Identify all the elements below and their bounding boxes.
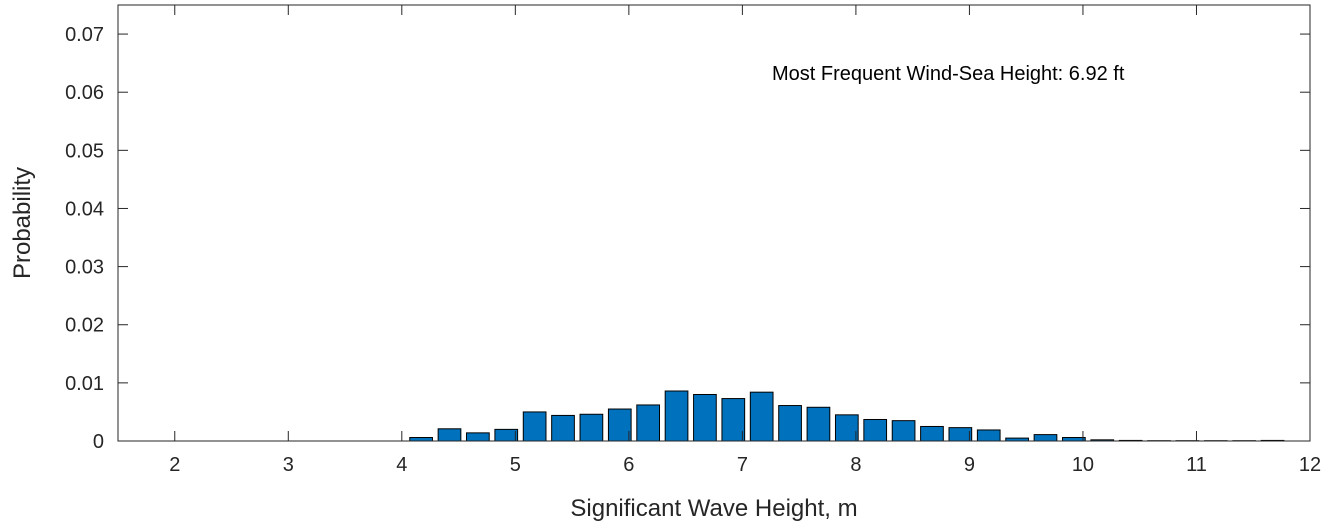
x-tick-label: 8 bbox=[850, 454, 861, 476]
y-tick-label: 0.04 bbox=[65, 198, 104, 220]
x-axis-ticks: 2 3 4 5 6 7 8 9 10 11 12 bbox=[169, 5, 1321, 476]
histogram-bar bbox=[1062, 437, 1086, 442]
y-tick-label: 0.07 bbox=[65, 24, 104, 46]
y-axis-label: Probability bbox=[9, 167, 36, 279]
histogram-bar bbox=[806, 406, 831, 442]
histogram-bar bbox=[607, 408, 632, 442]
y-axis-ticks: 0 0.01 0.02 0.03 0.04 0.05 0.06 0.07 bbox=[65, 24, 1310, 453]
histogram-bar bbox=[778, 405, 802, 442]
x-tick-label: 2 bbox=[169, 454, 180, 476]
histogram-bar bbox=[579, 413, 604, 442]
x-tick-label: 6 bbox=[623, 454, 634, 476]
histogram-bar bbox=[920, 425, 944, 442]
histogram-bar bbox=[721, 398, 746, 442]
histogram-bar bbox=[522, 411, 547, 442]
x-tick-label: 9 bbox=[964, 454, 975, 476]
bars-group bbox=[409, 390, 1285, 442]
y-tick-label: 0.02 bbox=[65, 315, 104, 337]
x-tick-label: 7 bbox=[737, 454, 748, 476]
x-tick-label: 5 bbox=[510, 454, 521, 476]
histogram-bar bbox=[409, 437, 433, 442]
histogram-bar bbox=[834, 414, 859, 442]
histogram-bar bbox=[976, 429, 1001, 442]
histogram-bar bbox=[863, 418, 888, 442]
y-tick-label: 0 bbox=[93, 431, 104, 453]
histogram-bar bbox=[1033, 434, 1058, 442]
most-frequent-annotation: Most Frequent Wind-Sea Height: 6.92 ft bbox=[772, 63, 1125, 85]
y-tick-label: 0.05 bbox=[65, 140, 104, 162]
x-axis-label: Significant Wave Height, m bbox=[570, 495, 857, 522]
plot-area-frame bbox=[117, 4, 1311, 442]
x-tick-label: 4 bbox=[396, 454, 407, 476]
x-tick-label: 12 bbox=[1299, 454, 1321, 476]
histogram-bar bbox=[466, 432, 490, 442]
x-tick-label: 3 bbox=[283, 454, 294, 476]
histogram-bar bbox=[437, 428, 462, 442]
histogram-bar bbox=[948, 427, 973, 442]
x-tick-label: 11 bbox=[1186, 454, 1207, 476]
x-tick-label: 10 bbox=[1072, 454, 1094, 476]
histogram-bar bbox=[693, 393, 717, 442]
histogram-bar bbox=[494, 428, 519, 442]
histogram-bar bbox=[749, 391, 774, 442]
histogram-bar bbox=[636, 404, 661, 442]
y-tick-label: 0.01 bbox=[65, 373, 104, 395]
y-tick-label: 0.06 bbox=[65, 82, 104, 104]
histogram-bar bbox=[891, 420, 916, 442]
y-tick-label: 0.03 bbox=[65, 257, 104, 279]
histogram-bar bbox=[664, 390, 689, 442]
histogram-bar bbox=[551, 414, 575, 442]
